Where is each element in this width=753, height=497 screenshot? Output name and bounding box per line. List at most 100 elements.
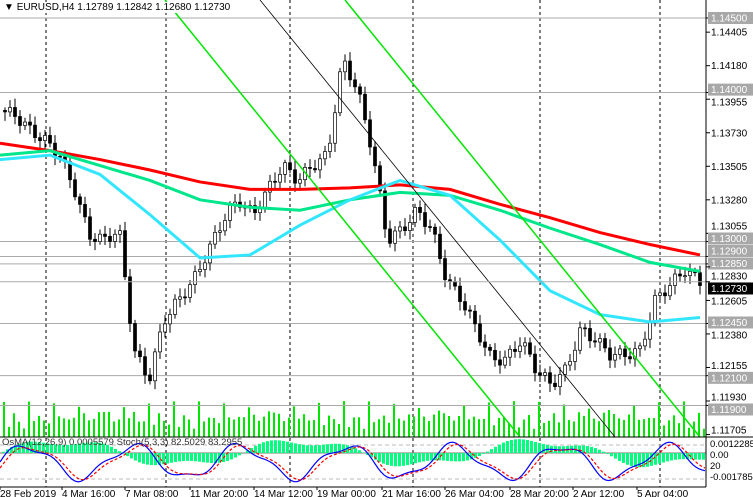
osma-bar [210,453,213,463]
candle [423,212,427,227]
candle [3,110,7,113]
osma-bar [526,440,529,453]
x-tick-label: 19 Mar 00:00 [317,489,376,497]
osma-bar [694,453,697,460]
osma-bar [462,453,465,462]
osma-bar [626,453,629,465]
candle [433,226,437,235]
candle [208,243,212,264]
candle [18,116,22,126]
close-value: 1.12730 [194,2,231,13]
osma-bar [590,446,593,453]
candle [273,180,277,183]
osma-bar [182,453,185,462]
candle [298,179,302,184]
subwindow-axis-label: 0.0012285 [710,439,753,450]
osma-label: OsMA(12,26,9) 0.0005579 [2,437,114,448]
candle [228,204,232,221]
candle [428,226,432,228]
osma-bar [658,453,661,464]
osma-bar [482,453,485,454]
osma-bar [690,453,693,460]
osma-bar [82,442,85,453]
osma-bar [414,453,417,464]
osma-bar [578,445,581,453]
osma-bar [506,441,509,453]
candle [138,350,142,358]
candle [183,296,187,299]
osma-bar [538,443,541,453]
x-tick-label: 28 Feb 2019 [0,489,57,497]
candle [388,228,392,244]
x-tick-label: 4 Mar 16:00 [62,489,116,497]
subwindow-axis-label: 20 [710,461,721,472]
candle [223,220,227,232]
candle [158,331,162,353]
trend-channel-line [164,0,521,438]
osma-bar [274,440,277,453]
candle [263,191,267,210]
osma-bar [606,453,609,454]
osma-bar [654,453,657,465]
osma-bar [678,453,681,460]
y-tick-label: 1.12380 [711,330,748,341]
candle [148,374,152,382]
osma-bar [238,453,241,456]
osma-bar [226,453,229,461]
osma-bar [98,442,101,453]
triangle-down-icon[interactable]: ▼ [4,2,14,13]
osma-bar [498,444,501,453]
open-value: 1.12789 [77,2,114,13]
candle [278,174,282,183]
candle [443,258,447,281]
candle [533,353,537,374]
osma-bar [10,447,13,453]
candle [213,231,217,245]
osma-bar [430,453,433,461]
osma-bar [198,453,201,462]
osma-bar [614,453,617,459]
osma-bar [250,448,253,453]
candle [108,236,112,242]
osma-bar [438,453,441,461]
candle [133,323,137,352]
candle [83,204,87,218]
osma-bar [202,453,205,463]
candle [643,338,647,347]
osma-bar [458,453,461,462]
osma-bar [62,445,65,453]
candle [143,356,147,376]
osma-bar [126,453,129,457]
low-value: 1.12680 [155,2,192,13]
osma-bar [586,446,589,453]
osma-bar [410,453,413,465]
osma-bar [618,453,621,461]
candle [528,342,532,355]
level-label: 1.11900 [711,405,747,416]
osma-bar [470,453,473,460]
osma-bar [650,453,653,466]
candle [558,374,562,387]
level-label: 1.14000 [711,85,748,96]
osma-bar [194,453,197,462]
osma-bar [666,453,669,462]
osma-bar [110,446,113,453]
osma-bar [170,453,173,463]
high-value: 1.12842 [116,2,153,13]
osma-bar [190,453,193,461]
candle [113,233,117,242]
candle [188,284,192,298]
osma-bar [514,439,517,453]
osma-bar [486,451,489,453]
candle [523,342,527,347]
osma-bar [206,453,209,463]
osma-bar [466,453,469,461]
level-label: 1.12850 [711,259,748,270]
osma-bar [374,453,377,460]
x-tick-label: 26 Mar 04:00 [445,489,504,497]
osma-bar [518,439,521,453]
candle [38,137,42,141]
level-label: 1.14500 [711,14,748,25]
candle [48,135,52,144]
